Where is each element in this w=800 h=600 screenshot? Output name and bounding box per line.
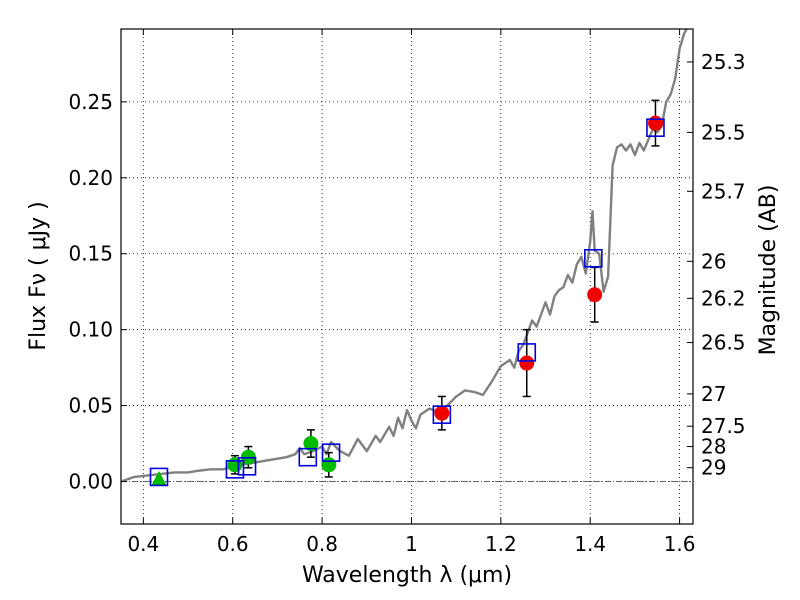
right-tick-label: 25.7 xyxy=(701,179,746,203)
y-tick-label: 0.15 xyxy=(68,242,113,266)
model-flux-point xyxy=(517,343,537,362)
y-tick-labels: 0.00 0.05 0.10 0.15 0.20 0.25 xyxy=(68,90,113,494)
y-tick-label: 0.00 xyxy=(68,469,113,493)
right-tick-label: 25.3 xyxy=(701,50,746,74)
y-tick-label: 0.10 xyxy=(68,318,113,342)
axis-ticks xyxy=(121,29,693,524)
model-sed-curve xyxy=(121,29,689,483)
right-tick-label: 27.5 xyxy=(701,414,746,438)
right-tick-label: 26 xyxy=(701,249,726,273)
right-tick-label: 26.2 xyxy=(701,286,746,310)
data-point xyxy=(303,436,319,452)
y-tick-label: 0.25 xyxy=(68,90,113,114)
data-point xyxy=(321,457,337,473)
data-markers xyxy=(149,115,665,487)
y-axis-label: Flux Fν ( μJy ) xyxy=(26,201,51,350)
y-tick-label: 0.05 xyxy=(68,394,113,418)
right-tick-label: 28 xyxy=(701,435,726,459)
data-point xyxy=(647,115,663,131)
model-flux-point xyxy=(149,467,169,487)
right-axis-label: Magnitude (AB) xyxy=(756,185,781,356)
x-tick-label: 0.8 xyxy=(306,532,338,556)
right-tick-label: 25.5 xyxy=(701,120,746,144)
data-point xyxy=(227,457,243,473)
x-tick-labels: 0.4 0.6 0.8 1 1.2 1.4 1.6 xyxy=(127,532,695,556)
model-flux-point xyxy=(298,447,318,467)
model-flux-point xyxy=(237,457,257,476)
right-tick-label: 29 xyxy=(701,456,726,480)
x-tick-label: 1 xyxy=(405,532,418,556)
x-tick-label: 1.4 xyxy=(574,532,606,556)
x-axis-label: Wavelength λ (μm) xyxy=(302,563,512,588)
right-tick-label: 27 xyxy=(701,382,726,406)
plot-frame xyxy=(120,28,694,525)
model-flux-point xyxy=(584,248,603,268)
model-flux-point xyxy=(432,405,452,424)
model-flux-point xyxy=(225,460,245,479)
y-tick-label: 0.20 xyxy=(68,166,113,190)
model-sed-line xyxy=(121,29,689,483)
model-flux-point xyxy=(321,443,341,462)
x-tick-label: 1.2 xyxy=(485,532,517,556)
right-tick-label: 26.5 xyxy=(701,331,746,355)
x-tick-label: 1.6 xyxy=(664,532,696,556)
x-tick-label: 0.4 xyxy=(127,532,159,556)
data-point xyxy=(434,405,450,421)
x-tick-label: 0.6 xyxy=(217,532,249,556)
data-point xyxy=(519,355,535,371)
data-point xyxy=(587,287,603,303)
model-flux-point xyxy=(646,118,665,137)
upper-limit-point xyxy=(150,470,167,486)
